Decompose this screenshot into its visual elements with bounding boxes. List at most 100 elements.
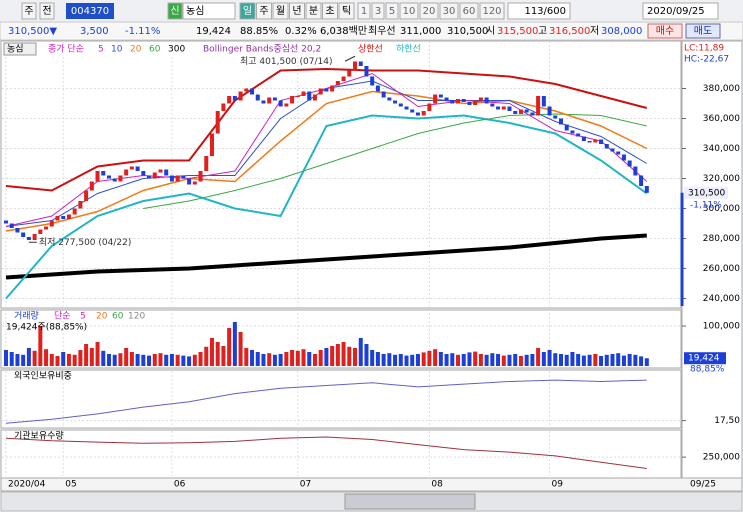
- candle-body: [456, 99, 461, 104]
- interval-btn-box[interactable]: [357, 2, 371, 20]
- period-btn-box[interactable]: [305, 2, 322, 20]
- x-tick-label: 09: [552, 480, 564, 490]
- last-ratio: 88,85%: [690, 365, 725, 375]
- volume-bar: [78, 350, 83, 366]
- interval-btn-box[interactable]: [385, 2, 399, 20]
- volume-bar: [387, 353, 392, 366]
- scroll-thumb[interactable]: [344, 493, 476, 510]
- interval-btn: 20: [423, 6, 436, 17]
- candle-body: [507, 106, 512, 111]
- code-input[interactable]: [66, 3, 114, 19]
- volume-bar: [38, 326, 43, 366]
- period-btn-box[interactable]: [289, 2, 305, 20]
- candle-body: [433, 94, 438, 104]
- candle-body: [204, 156, 209, 171]
- interval-btn: 120: [482, 6, 501, 17]
- volume-bar: [507, 354, 512, 366]
- candle-body: [484, 97, 489, 104]
- interval-btn-box[interactable]: [439, 2, 459, 20]
- volume-bar: [450, 353, 455, 366]
- volume-bar: [15, 354, 20, 366]
- date: 2020/09/25: [647, 6, 705, 17]
- volume-bar: [284, 352, 289, 366]
- volume-bar: [604, 354, 609, 366]
- y-tick-label: 340,000: [703, 144, 740, 154]
- panel-title: 기관보유수량: [14, 430, 64, 442]
- last-rate: -1,11%: [690, 200, 722, 210]
- legend-entry: 120: [128, 312, 145, 322]
- candle-body: [175, 175, 180, 182]
- candle-body: [415, 112, 420, 116]
- volume-bar: [564, 354, 569, 366]
- interval-btn: 10: [403, 6, 416, 17]
- candle-body: [95, 171, 100, 182]
- name-box[interactable]: [182, 2, 236, 20]
- volume-bar: [393, 354, 398, 366]
- period-btn-box[interactable]: [338, 2, 355, 20]
- volume-bar: [192, 354, 197, 366]
- candle-body: [393, 100, 398, 104]
- candle-body: [261, 100, 266, 104]
- volume-bar: [530, 354, 535, 366]
- period-btn-box[interactable]: [239, 2, 256, 20]
- buy-btn: 매수: [656, 25, 674, 37]
- volume-bar: [639, 356, 644, 366]
- volume-bar: [610, 354, 615, 366]
- volume-bar: [209, 338, 214, 366]
- interval-btn: 5: [389, 6, 395, 17]
- sell-btn-box[interactable]: [685, 23, 721, 39]
- period-btn-box[interactable]: [272, 2, 289, 20]
- series-line: [5, 436, 647, 469]
- scope-box[interactable]: [39, 2, 55, 20]
- volume-bar: [4, 350, 9, 366]
- candle-body: [358, 61, 363, 66]
- annotation-text: 최고 401,500 (07/14): [240, 56, 332, 67]
- interval-btn-box[interactable]: [399, 2, 419, 20]
- period-btn-box[interactable]: [256, 2, 272, 20]
- x-tick-label: 2020/04: [8, 480, 46, 490]
- candle-body: [616, 151, 621, 155]
- x-tick-label: 05: [65, 480, 76, 490]
- market-box[interactable]: [21, 2, 37, 20]
- volume-bar: [541, 352, 546, 366]
- volume-bar: [570, 352, 575, 366]
- candle-body: [198, 171, 203, 182]
- volume-bar: [312, 354, 317, 366]
- interval-btn-box[interactable]: [371, 2, 385, 20]
- count-box[interactable]: [507, 2, 571, 20]
- date-box[interactable]: [642, 2, 719, 20]
- candle-body: [570, 130, 575, 134]
- new-badge-box[interactable]: [167, 2, 183, 20]
- legend-entry: 300: [168, 45, 185, 55]
- volume-bar: [558, 354, 563, 366]
- volume-bar: [364, 344, 369, 366]
- candle-body: [599, 139, 604, 144]
- interval-btn: 3: [375, 6, 381, 17]
- series-line: [5, 67, 648, 192]
- candle-body: [169, 175, 174, 182]
- annotation-arrow: [344, 55, 356, 62]
- buy-btn-box[interactable]: [647, 23, 683, 39]
- interval-btn-box[interactable]: [419, 2, 439, 20]
- candle-body: [375, 85, 380, 92]
- candle-body: [158, 169, 163, 173]
- volume-bar: [496, 354, 501, 366]
- volume-bar: [55, 356, 60, 366]
- period-btn-box[interactable]: [322, 2, 338, 20]
- volume-bar: [513, 354, 518, 366]
- volume-bar: [627, 354, 632, 366]
- volume-bar: [484, 354, 489, 366]
- volume-bar: [375, 352, 380, 366]
- volume-bar: [49, 354, 54, 366]
- volume-bar: [32, 350, 37, 366]
- x-tick-label: 06: [174, 480, 186, 490]
- candle-body: [209, 133, 214, 156]
- legend-name-box: [3, 42, 37, 56]
- candle-body: [32, 234, 37, 240]
- legend-entry: 5: [98, 45, 104, 55]
- interval-btn-box[interactable]: [459, 2, 479, 20]
- interval-btn-box[interactable]: [479, 2, 505, 20]
- volume-bar: [421, 352, 426, 366]
- quote-rate: -1.11%: [125, 26, 160, 37]
- candle-body: [536, 96, 541, 116]
